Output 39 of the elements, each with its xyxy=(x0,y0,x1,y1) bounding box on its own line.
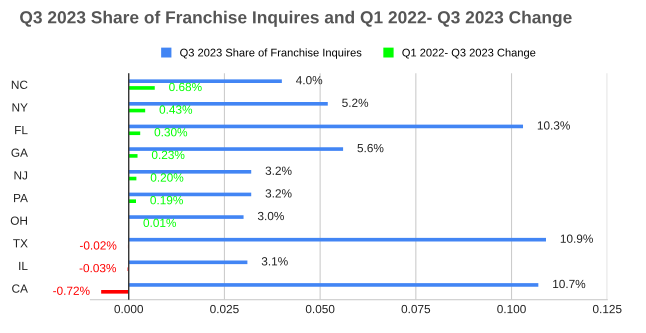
x-tick-label: 0.050 xyxy=(306,304,334,314)
data-label: 3.0% xyxy=(258,212,284,220)
x-tick-label: 0.125 xyxy=(592,304,622,314)
chart-title: Q3 2023 Share of Franchise Inquires and Q1 2022- Q3 2023 Change xyxy=(20,10,572,27)
data-label: 10.9% xyxy=(560,234,593,243)
data-label: 0.23% xyxy=(152,150,184,160)
data-label: 0.19% xyxy=(150,196,183,204)
y-tick-label: CA xyxy=(12,284,28,293)
data-label: 10.3% xyxy=(538,121,570,130)
y-tick-label: OH xyxy=(10,216,27,225)
data-label: 0.01% xyxy=(143,218,176,228)
y-tick-label: NY xyxy=(12,103,28,112)
legend-label: Q1 2022- Q3 2023 Change xyxy=(402,48,536,59)
y-tick-label: GA xyxy=(11,148,28,157)
y-tick-label: NC xyxy=(12,80,28,89)
y-tick-label: IL xyxy=(19,262,28,270)
data-label: -0.02% xyxy=(80,241,116,250)
data-label: 5.2% xyxy=(342,98,368,107)
y-tick-label: FL xyxy=(15,126,28,134)
data-label: 10.7% xyxy=(553,280,586,288)
y-tick-label: PA xyxy=(14,194,28,202)
y-tick-label: NJ xyxy=(14,171,28,180)
data-label: -0.72% xyxy=(53,286,90,295)
data-label: 0.68% xyxy=(169,82,202,92)
legend-label: Q3 2023 Share of Franchise Inquires xyxy=(180,48,362,59)
data-label: 0.20% xyxy=(150,173,184,182)
y-tick-label: TX xyxy=(13,239,28,248)
data-label: -0.03% xyxy=(80,264,116,272)
x-tick-label: 0.000 xyxy=(114,304,144,314)
data-label: 3.2% xyxy=(266,166,292,175)
x-tick-label: 0.025 xyxy=(210,304,239,314)
data-label: 3.2% xyxy=(266,189,292,198)
data-label: 3.1% xyxy=(262,257,288,266)
x-tick-label: 0.075 xyxy=(402,304,430,314)
data-label: 0.43% xyxy=(160,105,192,114)
data-label: 4.0% xyxy=(296,76,322,84)
data-label: 0.30% xyxy=(154,128,188,136)
data-label: 5.6% xyxy=(357,144,384,152)
x-tick-label: 0.100 xyxy=(497,304,526,314)
